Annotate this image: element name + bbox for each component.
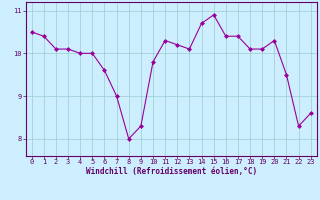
- X-axis label: Windchill (Refroidissement éolien,°C): Windchill (Refroidissement éolien,°C): [86, 167, 257, 176]
